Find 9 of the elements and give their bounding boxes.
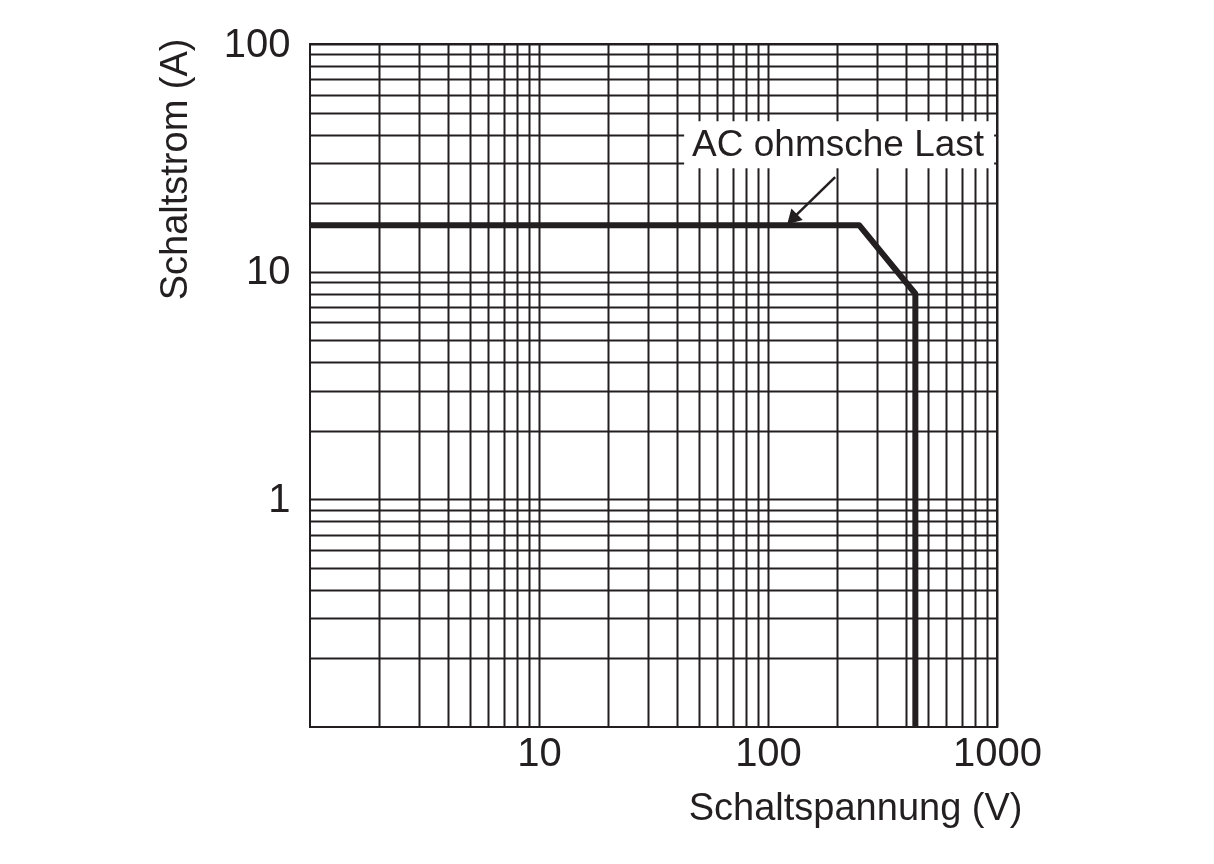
x-tick-label: 10 [517,729,562,774]
y-tick-label: 1 [268,475,291,520]
x-axis-title: Schaltspannung (V) [688,785,1023,828]
annotation: AC ohmsche Last [692,123,985,165]
y-tick-label: 10 [246,248,291,293]
x-tick-label: 1000 [953,729,1042,774]
y-tick-label: 100 [223,20,291,65]
y-axis-title: Schaltstrom (A) [152,38,195,301]
x-tick-label: 100 [735,729,802,774]
